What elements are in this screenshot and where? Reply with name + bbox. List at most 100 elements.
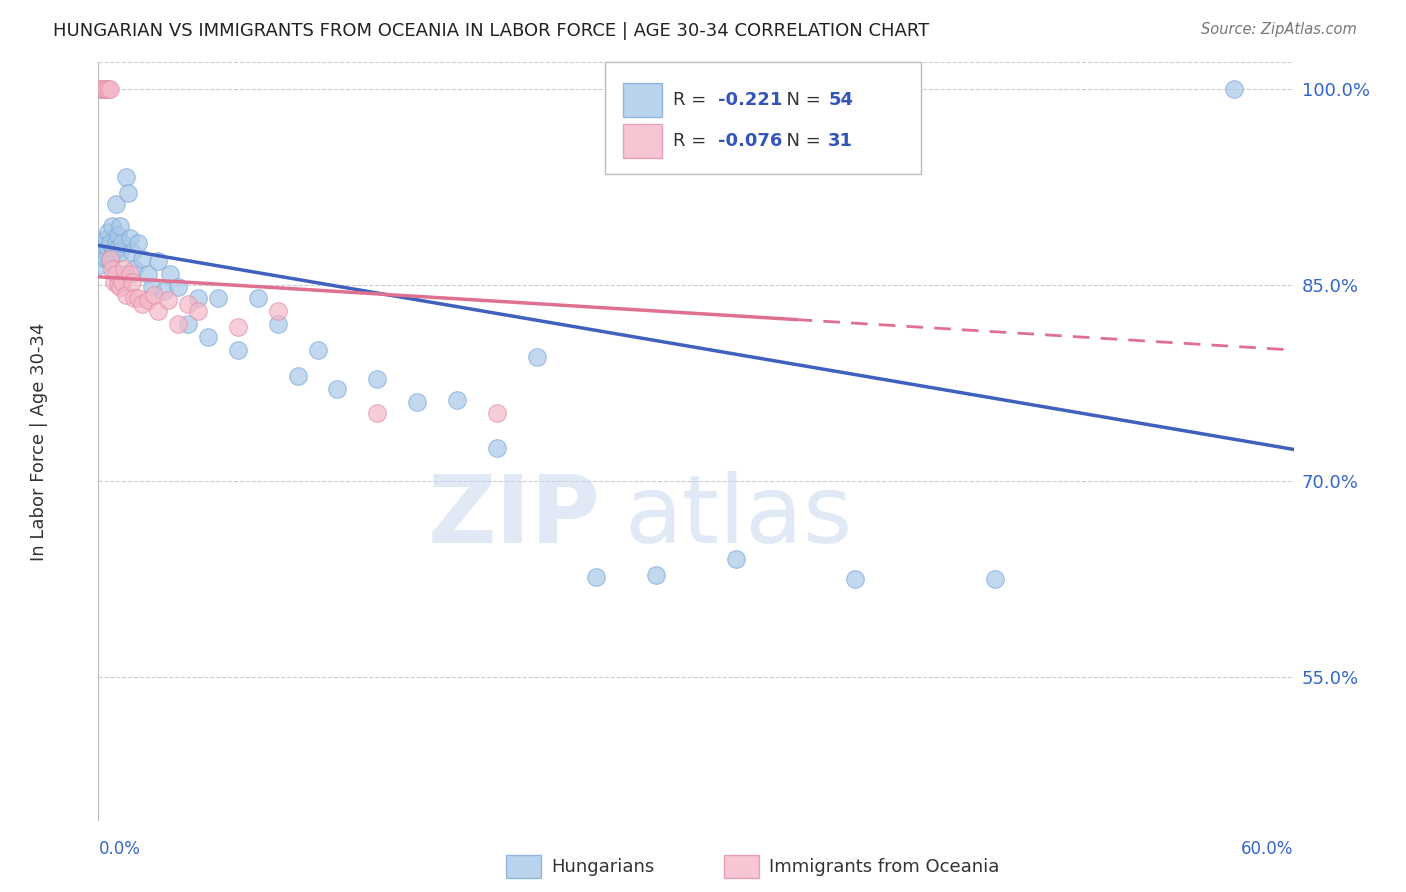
Text: -0.221: -0.221 [718, 91, 783, 109]
Point [127, 235, 149, 250]
Point [103, 275, 125, 289]
Text: -0.076: -0.076 [718, 132, 783, 150]
Point [107, 277, 129, 292]
Point [117, 186, 139, 201]
Text: ZIP: ZIP [427, 471, 600, 564]
Point [136, 267, 159, 281]
Point [141, 280, 163, 294]
Point [96, 252, 118, 266]
Point [485, 406, 508, 420]
Point [136, 293, 159, 308]
Point [645, 567, 668, 582]
Point [97, 81, 120, 95]
Point [91, 81, 114, 95]
Point [93, 81, 115, 95]
Point [526, 350, 548, 364]
Point [110, 244, 132, 259]
Point [101, 219, 124, 233]
Text: N =: N = [775, 132, 827, 150]
Point [89, 81, 111, 95]
Point [366, 406, 388, 420]
Point [97, 226, 120, 240]
Point [287, 369, 309, 384]
Point [187, 303, 209, 318]
Point [167, 317, 190, 331]
Point [96, 232, 118, 246]
Point [148, 303, 170, 318]
Point [121, 275, 143, 289]
Point [98, 254, 122, 268]
Point [101, 249, 124, 263]
Point [112, 267, 135, 281]
Point [844, 572, 866, 586]
Point [226, 343, 249, 357]
Point [127, 291, 149, 305]
Point [167, 280, 190, 294]
Point [115, 170, 138, 185]
Point [153, 284, 176, 298]
Point [121, 244, 143, 259]
Point [111, 235, 134, 250]
Point [267, 317, 290, 331]
Point [107, 241, 129, 255]
Text: Hungarians: Hungarians [551, 858, 654, 876]
Point [107, 227, 129, 242]
Point [98, 81, 122, 95]
Text: 31: 31 [828, 132, 853, 150]
Point [111, 275, 134, 289]
Point [98, 252, 122, 266]
Point [105, 196, 128, 211]
Point [724, 552, 747, 566]
Text: 0.0%: 0.0% [98, 840, 141, 858]
Point [89, 258, 111, 272]
Point [105, 235, 128, 249]
Point [143, 288, 166, 302]
Point [124, 291, 146, 305]
Point [110, 219, 132, 233]
Point [120, 230, 142, 244]
Text: 60.0%: 60.0% [1241, 840, 1294, 858]
Point [124, 262, 146, 277]
Text: atlas: atlas [624, 471, 852, 564]
Text: R =: R = [673, 132, 713, 150]
Point [131, 297, 153, 311]
Point [984, 572, 1007, 586]
Point [406, 395, 429, 409]
Point [103, 244, 125, 258]
Point [197, 330, 219, 344]
Point [267, 303, 290, 318]
Point [112, 262, 135, 277]
Point [177, 297, 200, 311]
Point [446, 392, 468, 407]
Text: In Labor Force | Age 30-34: In Labor Force | Age 30-34 [30, 322, 48, 561]
Point [115, 288, 138, 302]
Point [93, 238, 115, 252]
Text: HUNGARIAN VS IMMIGRANTS FROM OCEANIA IN LABOR FORCE | AGE 30-34 CORRELATION CHAR: HUNGARIAN VS IMMIGRANTS FROM OCEANIA IN … [53, 22, 929, 40]
Point [101, 262, 124, 277]
Point [91, 244, 114, 259]
Point [246, 291, 269, 305]
Point [226, 319, 249, 334]
Point [148, 254, 170, 268]
Point [187, 291, 209, 305]
Point [110, 280, 132, 294]
Text: R =: R = [673, 91, 713, 109]
Point [157, 293, 180, 308]
Point [326, 382, 349, 396]
Point [207, 291, 229, 305]
Point [97, 241, 120, 255]
Point [177, 317, 200, 331]
Text: Immigrants from Oceania: Immigrants from Oceania [769, 858, 1000, 876]
Point [98, 235, 122, 250]
Point [105, 267, 128, 281]
Point [131, 252, 153, 266]
Point [96, 81, 118, 95]
Text: N =: N = [775, 91, 827, 109]
Text: 54: 54 [828, 91, 853, 109]
Point [307, 343, 329, 357]
Point [159, 267, 181, 281]
Point [366, 372, 388, 386]
Point [1223, 81, 1246, 95]
Point [585, 570, 607, 584]
Text: Source: ZipAtlas.com: Source: ZipAtlas.com [1201, 22, 1357, 37]
